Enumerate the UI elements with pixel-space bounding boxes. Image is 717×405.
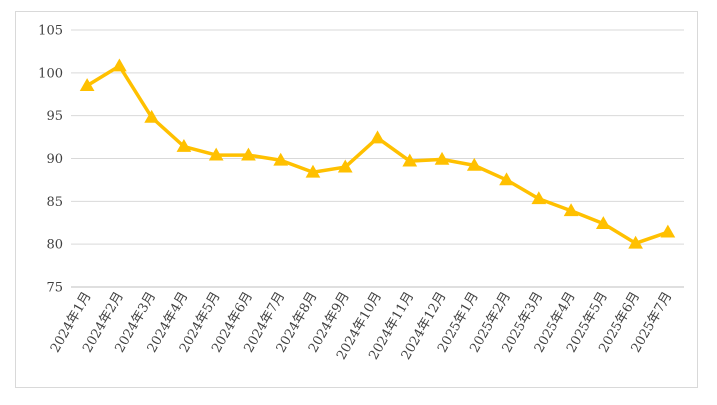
y-axis-tick-labels: 75 80 85 90 95 100 105	[38, 24, 63, 296]
series-line	[85, 64, 670, 246]
data-point-marker	[660, 224, 676, 238]
y-tick-label: 90	[46, 152, 63, 167]
y-tick-label: 80	[46, 238, 63, 253]
y-tick-label: 75	[46, 281, 63, 296]
data-point-marker	[370, 130, 385, 144]
data-point-marker	[563, 203, 579, 217]
data-point-marker	[208, 147, 224, 161]
data-point-marker	[144, 109, 160, 123]
data-point-marker	[305, 164, 321, 178]
data-point-marker	[595, 216, 611, 229]
y-tick-label: 100	[38, 66, 63, 81]
chart-frame	[15, 11, 698, 388]
y-tick-label: 95	[46, 109, 63, 124]
data-point-marker	[176, 138, 192, 152]
y-tick-label: 85	[46, 195, 63, 210]
grid-lines	[71, 29, 684, 288]
data-point-marker	[499, 172, 514, 186]
data-point-marker	[531, 191, 547, 205]
data-point-marker	[466, 157, 482, 171]
data-point-marker	[79, 78, 95, 92]
data-point-marker	[337, 159, 353, 173]
y-tick-label: 105	[38, 24, 63, 39]
data-point-marker	[628, 235, 643, 249]
data-point-marker	[241, 147, 256, 161]
data-point-marker	[273, 152, 289, 166]
x-axis-tick-labels: 2024年1月2024年2月2024年3月2024年4月2024年5月2024年…	[48, 289, 675, 362]
series-line-layer	[85, 64, 670, 246]
data-point-marker	[112, 58, 127, 72]
data-point-marker	[402, 153, 418, 167]
series-markers	[79, 58, 676, 249]
data-point-marker	[434, 151, 450, 165]
